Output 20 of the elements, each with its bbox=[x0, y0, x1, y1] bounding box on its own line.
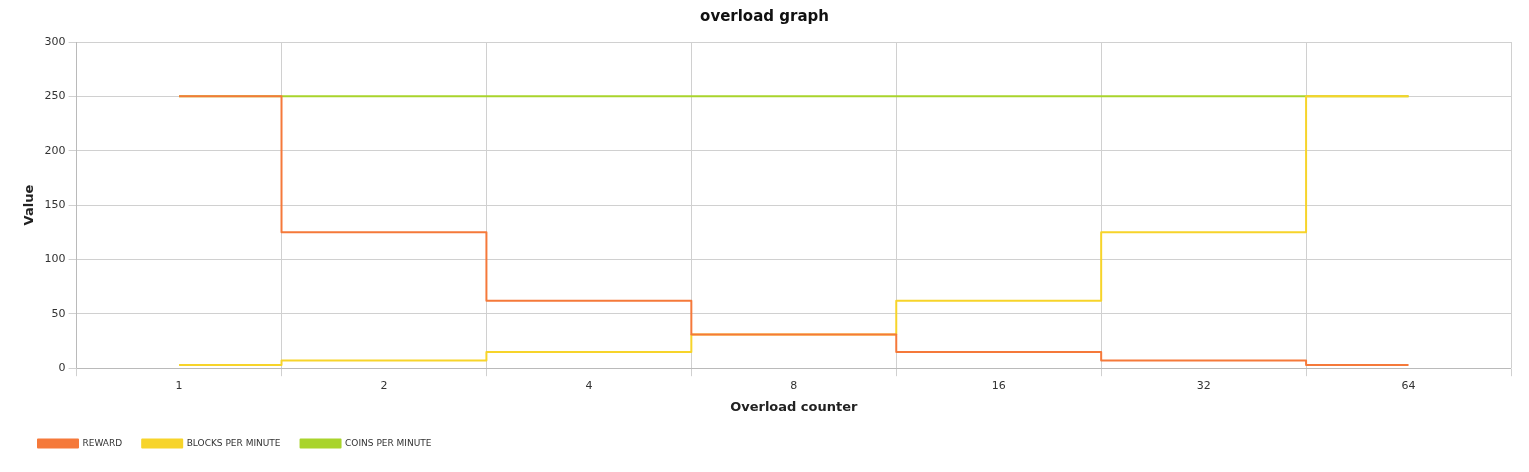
chart-title: overload graph bbox=[700, 6, 829, 25]
y-tick-label: 250 bbox=[44, 89, 66, 103]
y-tick-label: 200 bbox=[44, 143, 66, 157]
y-tick-label: 300 bbox=[44, 34, 66, 48]
y-tick-label: 0 bbox=[58, 361, 66, 375]
legend-label: REWARD bbox=[82, 437, 123, 448]
x-tick-label: 4 bbox=[585, 378, 593, 392]
legend-label: BLOCKS PER MINUTE bbox=[186, 437, 281, 448]
x-tick-label: 2 bbox=[380, 378, 388, 392]
legend-label: COINS PER MINUTE bbox=[345, 437, 432, 448]
x-tick-label: 8 bbox=[790, 378, 798, 392]
x-tick-label: 32 bbox=[1196, 378, 1211, 392]
y-tick-label: 50 bbox=[51, 306, 66, 320]
y-tick-label: 100 bbox=[44, 252, 66, 266]
y-tick-label: 150 bbox=[44, 197, 66, 211]
x-tick-label: 1 bbox=[175, 378, 183, 392]
x-axis-title: Overload counter bbox=[730, 398, 859, 414]
y-axis-title: Value bbox=[21, 184, 37, 226]
x-tick-label: 64 bbox=[1401, 378, 1416, 392]
x-tick-label: 16 bbox=[991, 378, 1006, 392]
